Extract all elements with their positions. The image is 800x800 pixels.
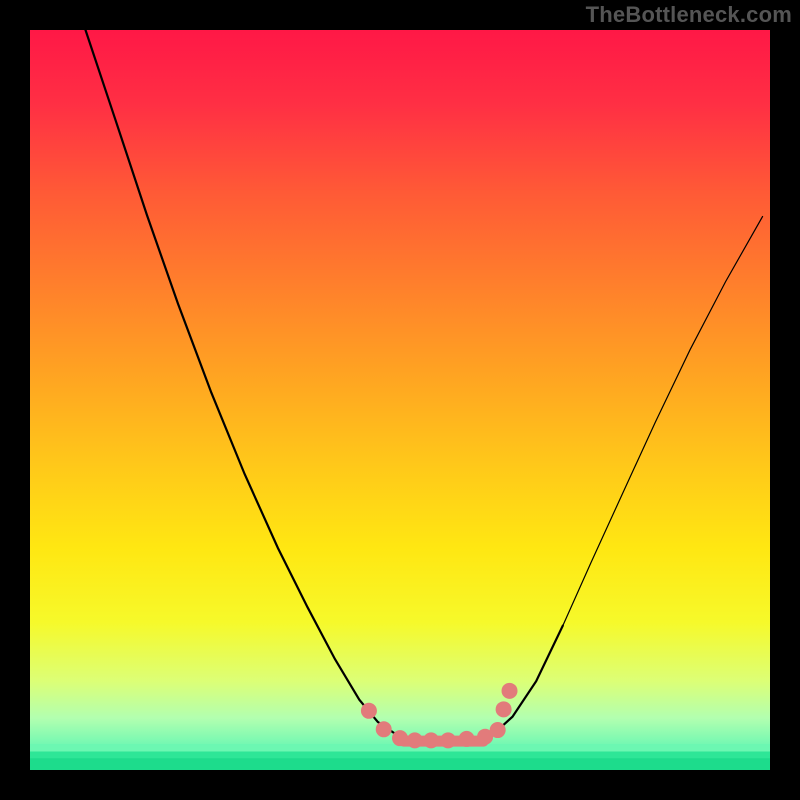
marker-dot	[459, 731, 475, 747]
bottom-band	[30, 758, 770, 770]
marker-dot	[361, 703, 377, 719]
bottom-band-group	[30, 744, 770, 770]
marker-dot	[407, 732, 423, 748]
chart-svg	[0, 0, 800, 800]
marker-dot	[502, 683, 518, 699]
bottom-band	[30, 752, 770, 759]
chart-stage: TheBottleneck.com	[0, 0, 800, 800]
marker-dot	[496, 701, 512, 717]
marker-dot	[392, 730, 408, 746]
marker-dot	[490, 722, 506, 738]
plot-background	[30, 30, 770, 770]
marker-dot	[423, 732, 439, 748]
marker-dot	[376, 721, 392, 737]
marker-dot	[440, 732, 456, 748]
